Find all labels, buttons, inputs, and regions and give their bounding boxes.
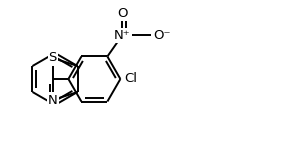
Text: N⁺: N⁺ — [114, 29, 131, 42]
Text: O: O — [117, 7, 128, 20]
Text: S: S — [49, 52, 57, 64]
Text: O⁻: O⁻ — [153, 29, 170, 42]
Text: Cl: Cl — [125, 73, 137, 85]
Text: N: N — [48, 94, 58, 106]
